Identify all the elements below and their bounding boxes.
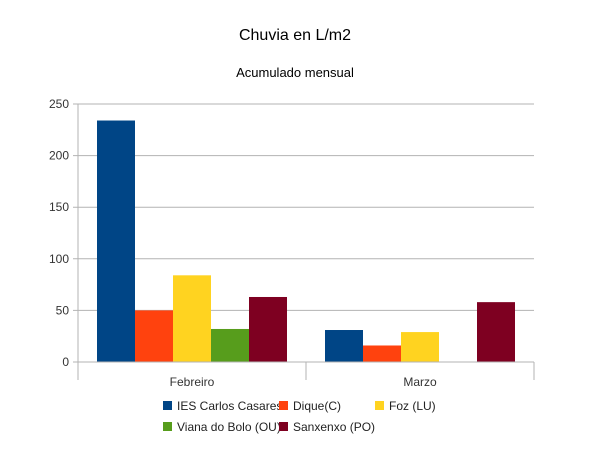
y-tick-labels: 0 50 100 150 200 250	[49, 97, 69, 369]
y-tick-label: 0	[62, 355, 69, 369]
bar	[363, 345, 401, 362]
axes	[77, 104, 535, 380]
legend-label: Viana do Bolo (OU)	[177, 420, 281, 434]
legend-swatch	[163, 401, 172, 410]
x-tick-label: Febreiro	[170, 375, 215, 389]
bar	[249, 296, 287, 362]
bar	[97, 120, 135, 363]
chart-title: Chuvia en L/m2	[239, 27, 351, 44]
legend: IES Carlos Casares Dique(C) Foz (LU) Viana …	[163, 399, 436, 434]
bar	[173, 275, 211, 362]
x-tick-label: Marzo	[403, 375, 437, 389]
y-tick-label: 50	[56, 303, 70, 317]
bar	[325, 330, 363, 362]
legend-label: IES Carlos Casares	[177, 399, 282, 413]
bar	[477, 302, 515, 362]
legend-label: Dique(C)	[293, 399, 341, 413]
legend-swatch	[279, 422, 288, 431]
bar	[401, 332, 439, 362]
bars	[97, 120, 515, 363]
chart-subtitle: Acumulado mensual	[236, 65, 354, 80]
x-tick-labels: Febreiro Marzo	[170, 375, 437, 389]
legend-swatch	[163, 422, 172, 431]
y-tick-label: 250	[49, 97, 69, 111]
legend-swatch	[375, 401, 384, 410]
bar	[211, 328, 249, 362]
y-tick-label: 200	[49, 149, 69, 163]
legend-label: Sanxenxo (PO)	[293, 420, 375, 434]
legend-label: Foz (LU)	[389, 399, 436, 413]
bar	[135, 310, 173, 362]
y-tick-label: 100	[49, 252, 69, 266]
legend-swatch	[279, 401, 288, 410]
y-tick-label: 150	[49, 200, 69, 214]
